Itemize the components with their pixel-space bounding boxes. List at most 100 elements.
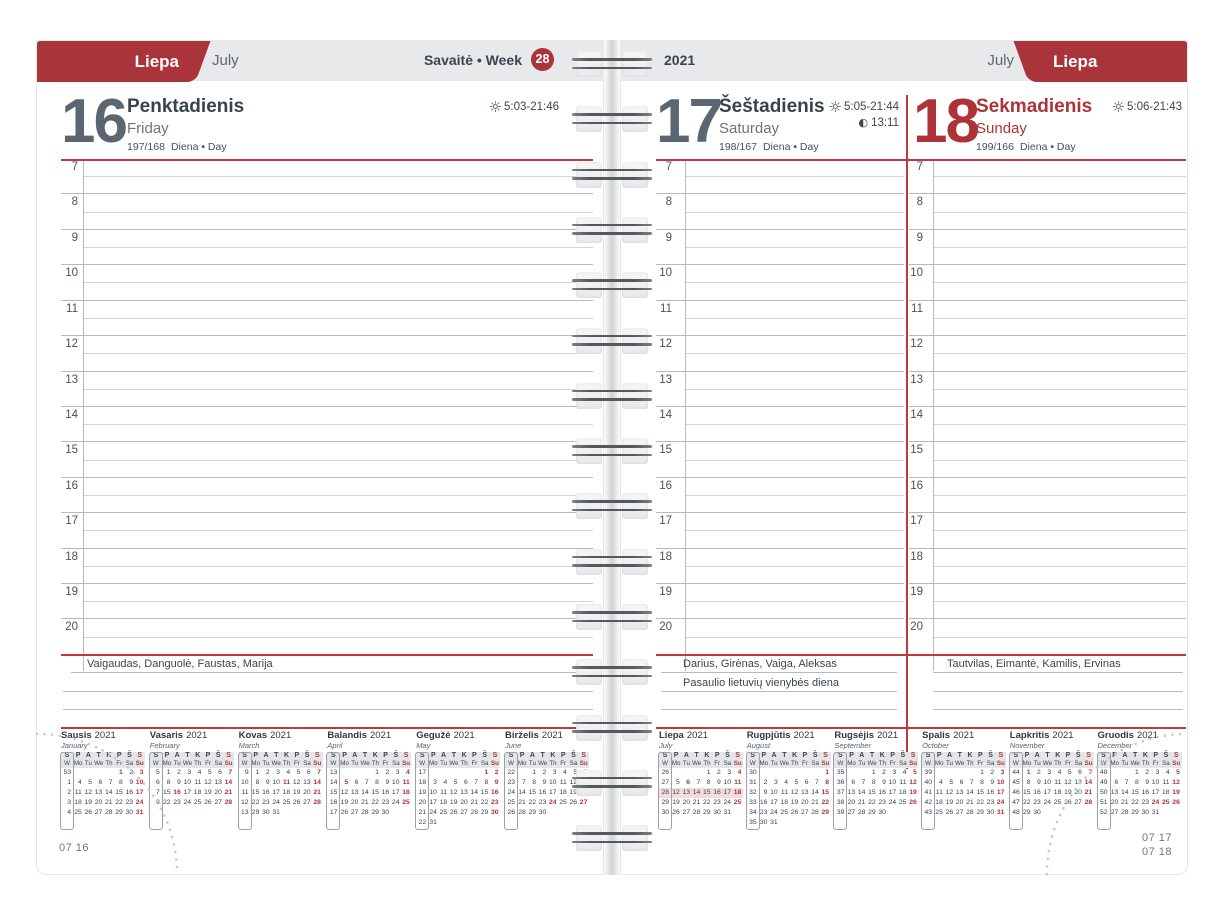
hour-label: 8 [71,196,78,209]
rule-line [933,672,1183,673]
calendar-week-row: 38 20 21 22 23 24 25 26 [836,799,917,806]
calendar-week-row: 20 17 18 19 20 21 22 23 [418,799,499,806]
mini-calendar-title-en: February [149,741,180,750]
hour-label: 17 [65,515,78,528]
calendar-week-row: 10 8 9 10 11 12 13 14 [241,779,321,786]
calendar-week-row: 17 1 2 [418,769,499,776]
calendar-week-row: 34 23 24 25 26 27 28 29 [749,809,830,816]
hour-row-16: 16 [61,476,593,512]
hour-label: 13 [659,373,672,386]
hour-label: 9 [71,231,78,244]
name-days-16: Vaigaudas, Danguolė, Faustas, Marija [87,658,273,670]
half-hour-line [685,495,904,496]
hour-row-13: 13 [656,370,904,406]
spiral-ring [572,438,652,465]
calendar-week-row: 22 31 [418,819,437,826]
half-hour-line [685,176,904,178]
hour-label: 20 [910,621,923,634]
calendar-week-row: 16 19 20 21 22 23 24 25 [329,799,410,806]
header-year: 2021 [664,52,696,68]
tick [933,655,934,671]
day-name-lt: Sekmadienis [976,96,1093,117]
calendar-week-row: 15 12 13 14 15 16 17 18 [329,789,410,796]
day-number-18: 18 [913,87,980,156]
hour-label: 11 [66,302,78,315]
hour-row-15: 15 [656,441,904,476]
hour-label: 10 [910,267,923,280]
mini-calendar-title-en: November [1009,741,1045,750]
mini-calendar-title: Spalis 2021 [922,730,975,741]
hour-row-8: 8 [61,193,593,228]
mini-calendar-september: Rugsėjis 2021 September S P A T K P Š S W Mo Tu We Th Fr… [833,731,920,830]
month-tab-left: Liepa [37,41,187,82]
calendar-week-row: 27 5 6 7 8 9 10 11 [661,779,742,786]
hour-column-line [685,159,686,654]
calendar-week-row: 31 2 3 4 5 6 7 8 [749,779,830,786]
mini-calendar-june: Birželis 2021 June S P A T K P Š S W Mo Tu We Th Fr Sa Su 2… [504,731,591,830]
hour-label: 9 [916,231,923,244]
half-hour-line [685,530,904,532]
hour-row-19: 19 [656,583,904,618]
half-hour-line [685,282,904,284]
hour-row-12: 12 [61,335,593,370]
hour-row-17: 17 [61,512,593,547]
spiral-ring [572,216,652,243]
hour-row-13: 13 [61,370,593,406]
mini-calendars-jan-jun: Sausis 2021 January S P A T K P Š S W Mo Tu We Th Fr Sa Su… [60,730,598,839]
calendar-week-row: 18 3 4 5 6 7 8 9 [418,779,499,786]
mini-calendar-grid: S P A T K P Š S W Mo Tu We Th Fr Sa Su 9 1 2 3 4 5 6 7 10 8 9 10 11 1… [237,752,323,830]
calendar-week-row: 30 26 27 28 29 30 31 [661,809,732,816]
calendar-week-row: 45 8 9 10 11 12 13 14 [1012,779,1093,786]
calendar-week-row: 14 5 6 7 8 9 10 11 [329,779,410,786]
mini-calendar-grid: S P A T K P Š S W Mo Tu We Th Fr Sa Su 13 1 2 3 4 14 5 6 7 8 9 10 11… [326,752,412,830]
day-number-16: 16 [61,87,128,156]
half-hour-line [685,317,904,319]
mini-calendar-august: Rugpjūtis 2021 August S P A T K P Š S W Mo Tu We Th Fr Sa… [745,731,833,830]
half-hour-line [685,601,904,603]
page-code-left: 07 16 [59,842,90,854]
calendar-week-row: 2 11 12 13 14 15 16 17 [67,789,144,796]
mini-calendar-title-en: September [834,741,872,750]
hour-row-7: 7 [61,159,593,193]
hour-label: 10 [659,267,672,280]
calendar-week-row: 1 4 5 6 7 8 9 10 [67,779,144,786]
spiral-ring [572,51,652,77]
sun-icon: ☼ [828,98,842,116]
day-name-lt: Šeštadienis [719,96,825,117]
mini-calendar-january: Sausis 2021 January S P A T K P Š S W Mo Tu We Th Fr Sa Su… [60,731,147,830]
month-tab-right: Liepa [1037,41,1187,82]
tick [685,655,686,671]
hour-label: 10 [65,267,78,280]
half-hour-line [83,353,593,355]
hour-row-10: 10 [909,264,1186,299]
mini-calendar-grid: S P A T K P Š S W Mo Tu We Th Fr Sa Su 48 1 2 3 4 5 49 6 7 8 9 10 11… [1096,752,1182,830]
mini-calendar-title-en: July [659,741,673,750]
day-name-en: Saturday [719,119,780,137]
spiral-ring [572,548,652,575]
half-hour-line [83,424,593,426]
calendar-week-row: 39 27 28 29 30 [836,809,886,816]
calendar-week-row: 13 29 30 31 [241,809,280,816]
mini-calendar-title-en: June [505,741,522,750]
hour-label: 11 [660,302,672,315]
page-gap [604,40,620,875]
hour-row-11: 11 [909,299,1186,335]
mini-calendar-december: Gruodis 2021 December S P A T K P Š S W Mo Tu We Th Fr Sa… [1096,731,1184,830]
sunrise-sunset-18: ☼ 5:06-21:43 [1111,98,1182,116]
mini-calendar-title: Liepa 2021 [659,730,708,741]
half-hour-line [933,459,1186,461]
rule-line [933,691,1183,692]
hour-label: 15 [65,444,78,457]
hour-label: 14 [659,408,672,421]
hour-grid-17: 7 8 9 10 11 12 13 14 15 16 17 18 19 20 [656,159,904,654]
calendar-week-row: 29 19 20 21 22 23 24 25 [661,799,742,806]
spiral-ring [572,161,652,188]
spiral-ring [572,327,652,354]
half-hour-line [83,459,593,461]
calendar-week-row: 25 21 22 23 24 25 26 27 [507,799,588,806]
mini-calendar-title: Vasaris 2021 [149,730,208,741]
calendars-top-rule [61,727,593,729]
